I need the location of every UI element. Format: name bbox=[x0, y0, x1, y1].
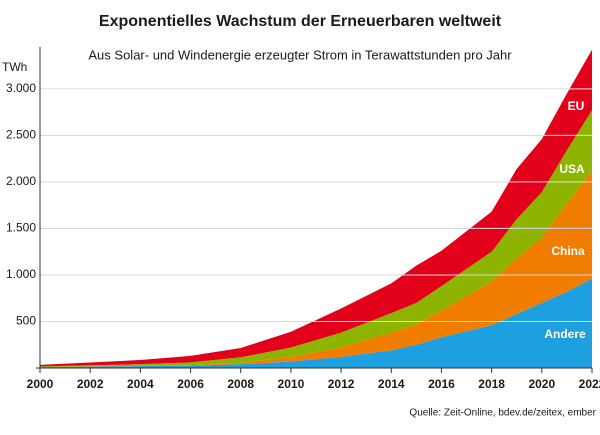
y-tick-label: 2.000 bbox=[6, 174, 36, 188]
x-tick-label: 2014 bbox=[378, 377, 405, 391]
x-tick-label: 2018 bbox=[478, 377, 505, 391]
x-tick-label: 2022 bbox=[579, 377, 600, 391]
x-tick-label: 2010 bbox=[278, 377, 305, 391]
y-axis-label: TWh bbox=[2, 60, 27, 74]
area bbox=[40, 278, 592, 368]
series-label: Andere bbox=[544, 327, 586, 341]
y-tick-label: 1.500 bbox=[6, 221, 36, 235]
series-label: USA bbox=[559, 162, 585, 176]
chart-subtitle: Aus Solar- und Windenergie erzeugter Str… bbox=[88, 47, 512, 62]
x-tick-label: 2000 bbox=[27, 377, 54, 391]
y-tick-label: 500 bbox=[16, 314, 36, 328]
x-tick-label: 2012 bbox=[328, 377, 355, 391]
series-label: China bbox=[551, 244, 585, 258]
x-tick-label: 2008 bbox=[227, 377, 254, 391]
x-tick-label: 2006 bbox=[177, 377, 204, 391]
y-tick-label: 3.000 bbox=[6, 81, 36, 95]
area bbox=[40, 170, 592, 368]
x-tick-label: 2004 bbox=[127, 377, 154, 391]
y-tick-label: 1.000 bbox=[6, 267, 36, 281]
series-label: EU bbox=[568, 99, 585, 113]
source: Quelle: Zeit-Online, bdev.de/zeitex, emb… bbox=[409, 408, 596, 419]
x-tick-label: 2020 bbox=[528, 377, 555, 391]
x-tick-label: 2002 bbox=[77, 377, 104, 391]
chart-title: Exponentielles Wachstum der Erneuerbaren… bbox=[99, 13, 502, 30]
area bbox=[40, 110, 592, 368]
y-tick-label: 2.500 bbox=[6, 128, 36, 142]
x-tick-label: 2016 bbox=[428, 377, 455, 391]
